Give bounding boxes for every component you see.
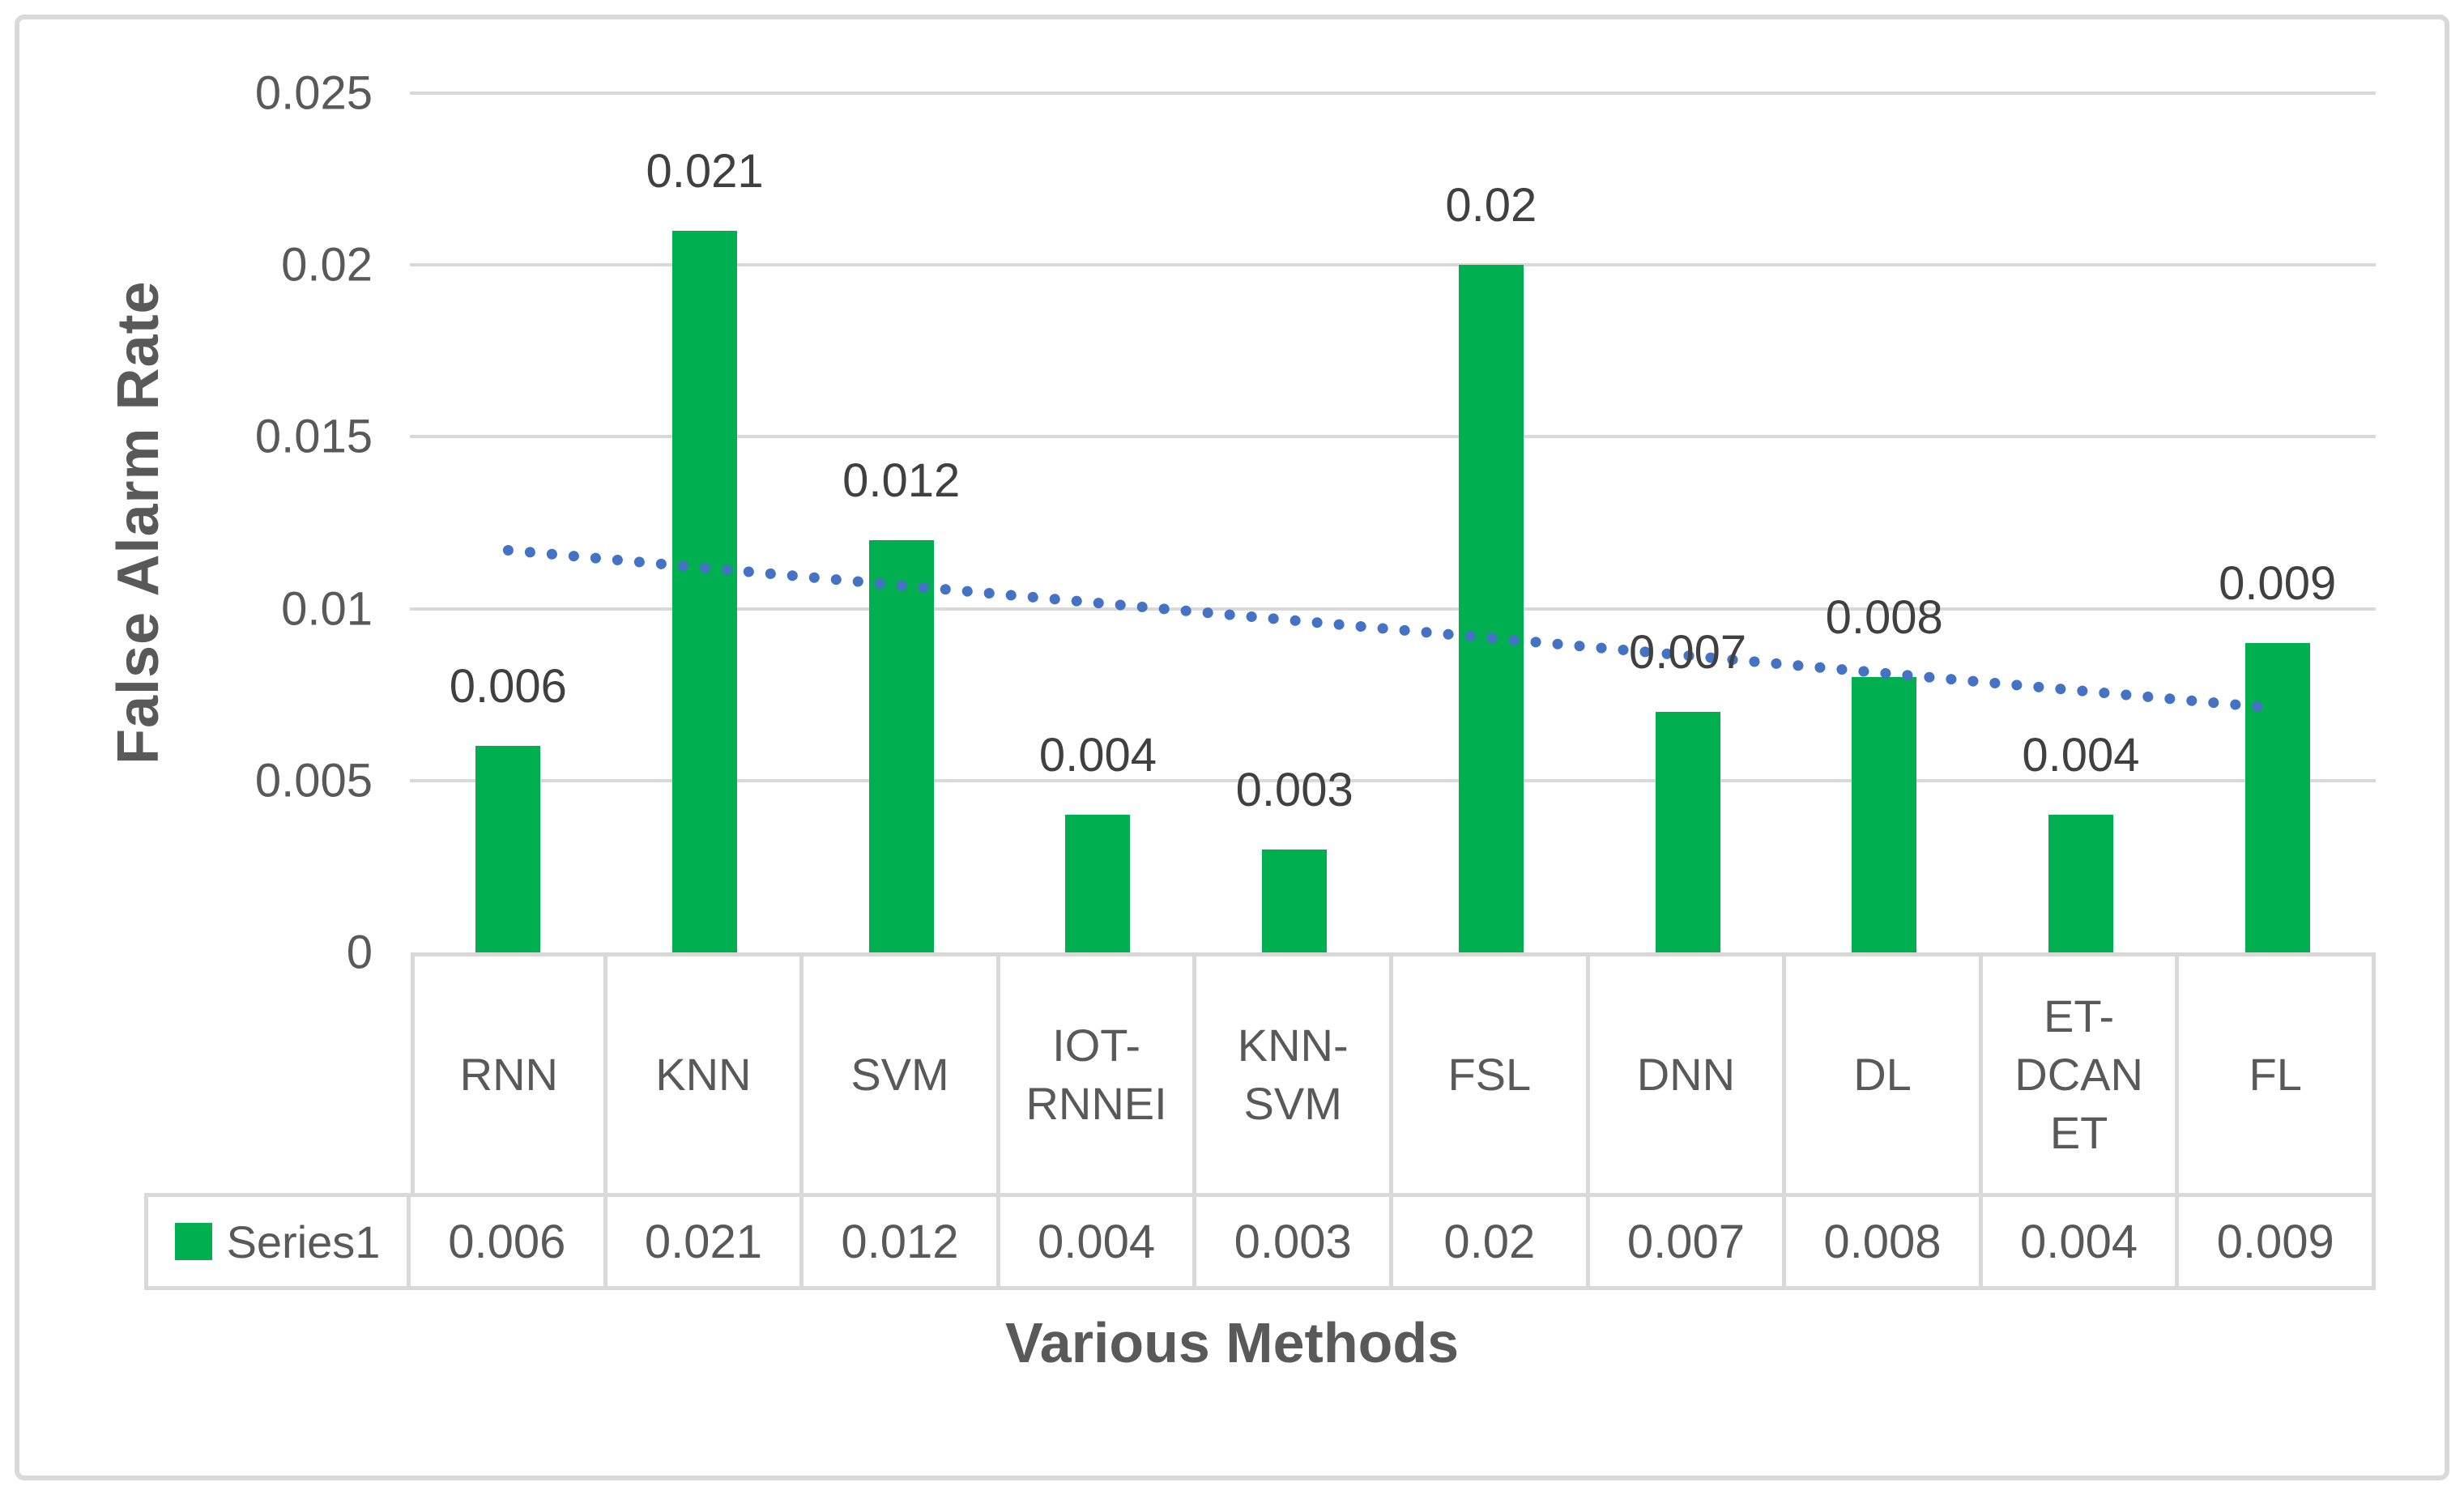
- value-cell: 0.007: [1589, 1193, 1787, 1290]
- category-label-line: FSL: [1447, 1049, 1532, 1101]
- value-cell: 0.003: [1196, 1193, 1393, 1290]
- category-label-line: IOT-: [1052, 1020, 1141, 1071]
- category-cell: KNN- SVM: [1196, 952, 1393, 1193]
- category-label-line: KNN: [655, 1049, 752, 1101]
- x-axis-title: Various Methods: [1004, 1311, 1460, 1374]
- category-label-line: DL: [1853, 1049, 1912, 1101]
- category-cell: IOT- RNNEI: [1000, 952, 1197, 1193]
- bar-value-label: 0.008: [1825, 591, 1943, 645]
- data-table: RNN KNN SVM IOT- RNNEI KNN- SVM FSL DNN DL ET- DCAN…: [144, 952, 2376, 1290]
- chart-outer-border: [15, 15, 2449, 1480]
- category-label-line: KNN-: [1237, 1020, 1349, 1071]
- y-tick-label: 0: [346, 926, 373, 979]
- bar-column: 0.004: [1983, 93, 2180, 952]
- y-tick-label: 0.015: [254, 410, 373, 463]
- bar-column: 0.006: [410, 93, 607, 952]
- category-label-line: ET-: [2044, 990, 2115, 1042]
- gridline: [410, 92, 2376, 95]
- bar-column: 0.02: [1392, 93, 1589, 952]
- bar-value-label: 0.021: [646, 144, 764, 198]
- value-cell: 0.021: [607, 1193, 804, 1290]
- value-cell: 0.012: [804, 1193, 1000, 1290]
- y-tick-label: 0.02: [281, 238, 373, 292]
- category-cell: DNN: [1589, 952, 1787, 1193]
- category-cell: FSL: [1393, 952, 1590, 1193]
- value-cell: 0.004: [1982, 1193, 2180, 1290]
- category-label-line: RNNEI: [1025, 1078, 1167, 1129]
- bar: [1852, 677, 1917, 952]
- bar: [1065, 815, 1131, 952]
- category-cell: SVM: [804, 952, 1000, 1193]
- gridline: [410, 778, 2376, 782]
- bar: [2244, 643, 2310, 952]
- value-cell: 0.008: [1786, 1193, 1983, 1290]
- bar-column: 0.009: [2179, 93, 2376, 952]
- trendline: [502, 544, 2283, 714]
- category-label-line: ET: [2049, 1106, 2108, 1158]
- table-spacer-cell: [144, 952, 411, 1193]
- bar-column: 0.008: [1786, 93, 1983, 952]
- gridline: [410, 607, 2376, 611]
- value-cell: 0.006: [411, 1193, 607, 1290]
- bar-value-label: 0.007: [1628, 625, 1747, 679]
- bar: [672, 230, 738, 952]
- legend-cell: Series1: [144, 1193, 411, 1290]
- category-label-line: FL: [2249, 1049, 2302, 1101]
- bar: [1262, 849, 1328, 952]
- bar-column: 0.003: [1196, 93, 1393, 952]
- category-cell: FL: [2179, 952, 2376, 1193]
- trendline-dotted: [502, 544, 2283, 714]
- bar: [475, 746, 541, 952]
- category-cell: RNN: [411, 952, 607, 1193]
- y-tick-label: 0.025: [254, 66, 373, 120]
- category-label-line: SVM: [850, 1049, 949, 1101]
- bar: [1655, 711, 1720, 952]
- bar-value-label: 0.02: [1445, 179, 1537, 232]
- category-label-line: RNN: [459, 1049, 558, 1101]
- bar-value-label: 0.004: [1038, 729, 1157, 782]
- bar: [2048, 815, 2113, 952]
- legend-swatch-icon: [174, 1223, 212, 1260]
- y-axis-tick-labels: 0 0.005 0.01 0.015 0.02 0.025: [162, 67, 373, 979]
- bar-column: 0.021: [607, 93, 804, 952]
- value-cell: 0.004: [1000, 1193, 1197, 1290]
- category-label-line: SVM: [1243, 1078, 1342, 1129]
- bar: [868, 539, 934, 952]
- bar-value-label: 0.004: [2022, 729, 2140, 782]
- gridline: [410, 263, 2376, 267]
- bar-columns: 0.006 0.021 0.012 0.004 0.003 0.02 0.007 0.008 0…: [410, 93, 2376, 952]
- bar: [1458, 265, 1524, 952]
- legend-label: Series1: [226, 1216, 381, 1267]
- category-label-line: DNN: [1636, 1049, 1736, 1101]
- bar-value-label: 0.012: [842, 454, 961, 507]
- bar-column: 0.007: [1589, 93, 1786, 952]
- y-tick-label: 0.005: [254, 754, 373, 807]
- bar-column: 0.012: [803, 93, 1000, 952]
- value-cell: 0.009: [2179, 1193, 2376, 1290]
- category-label-line: DCAN: [2014, 1049, 2143, 1101]
- y-tick-label: 0.01: [281, 582, 373, 636]
- bar-column: 0.004: [1000, 93, 1196, 952]
- bar-value-label: 0.009: [2219, 557, 2337, 611]
- category-cell: DL: [1786, 952, 1983, 1193]
- bar-value-label: 0.006: [449, 660, 567, 713]
- plot-area: 0.006 0.021 0.012 0.004 0.003 0.02 0.007 0.008 0…: [410, 92, 2376, 952]
- bar-value-label: 0.003: [1235, 763, 1353, 816]
- category-cell: KNN: [607, 952, 804, 1193]
- category-cell: ET- DCAN ET: [1982, 952, 2180, 1193]
- value-cell: 0.02: [1393, 1193, 1590, 1290]
- gridline: [410, 435, 2376, 439]
